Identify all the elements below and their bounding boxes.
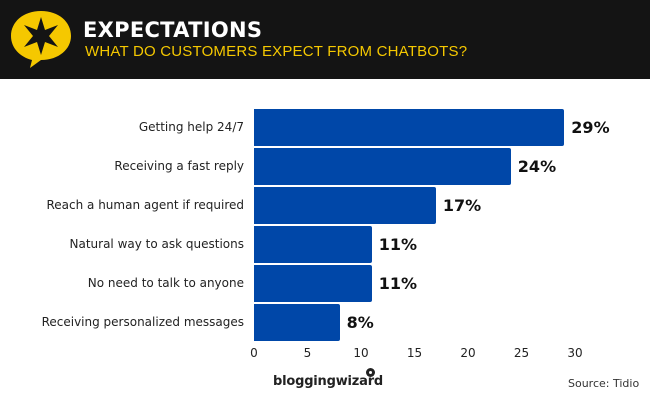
page-title: EXPECTATIONS xyxy=(83,18,263,42)
chart-row: Reach a human agent if required 17% xyxy=(0,187,650,224)
value-label: 11% xyxy=(378,235,417,254)
chart-row: Receiving personalized messages 8% xyxy=(0,304,650,341)
value-label: 24% xyxy=(517,157,557,176)
chart-row: Natural way to ask questions 11% xyxy=(0,226,650,263)
chart-row: Getting help 24/7 29% xyxy=(0,109,650,146)
bar xyxy=(254,187,436,224)
value-label: 29% xyxy=(571,118,610,137)
category-label: Natural way to ask questions xyxy=(69,237,245,251)
chart-row: Receiving a fast reply 24% xyxy=(0,148,650,185)
bar xyxy=(254,304,340,341)
x-tick: 25 xyxy=(513,346,530,360)
bar xyxy=(254,226,372,263)
x-tick: 15 xyxy=(406,346,423,360)
category-label: Receiving personalized messages xyxy=(41,315,244,329)
brand-logo: bloggingwizard xyxy=(273,374,384,389)
x-tick: 10 xyxy=(353,346,369,360)
header-banner: EXPECTATIONS WHAT DO CUSTOMERS EXPECT FR… xyxy=(0,0,650,79)
category-label: Receiving a fast reply xyxy=(114,159,244,173)
chart-row: No need to talk to anyone 11% xyxy=(0,265,650,302)
category-label: No need to talk to anyone xyxy=(87,276,244,290)
value-label: 17% xyxy=(442,196,482,215)
star-speech-bubble-icon xyxy=(11,11,71,68)
brand-bubble-icon xyxy=(366,368,375,377)
category-label: Reach a human agent if required xyxy=(46,198,244,212)
x-tick: 5 xyxy=(303,346,312,360)
page-subtitle: WHAT DO CUSTOMERS EXPECT FROM CHATBOTS? xyxy=(85,43,468,60)
value-label: 11% xyxy=(378,274,417,293)
x-tick: 0 xyxy=(250,346,258,360)
bar xyxy=(254,148,511,185)
bar xyxy=(254,265,372,302)
category-label: Getting help 24/7 xyxy=(138,120,244,134)
source-note: Source: Tidio xyxy=(568,377,640,390)
x-tick: 20 xyxy=(460,346,476,360)
bar xyxy=(254,109,565,146)
value-label: 8% xyxy=(346,313,374,332)
x-tick: 30 xyxy=(567,346,583,360)
